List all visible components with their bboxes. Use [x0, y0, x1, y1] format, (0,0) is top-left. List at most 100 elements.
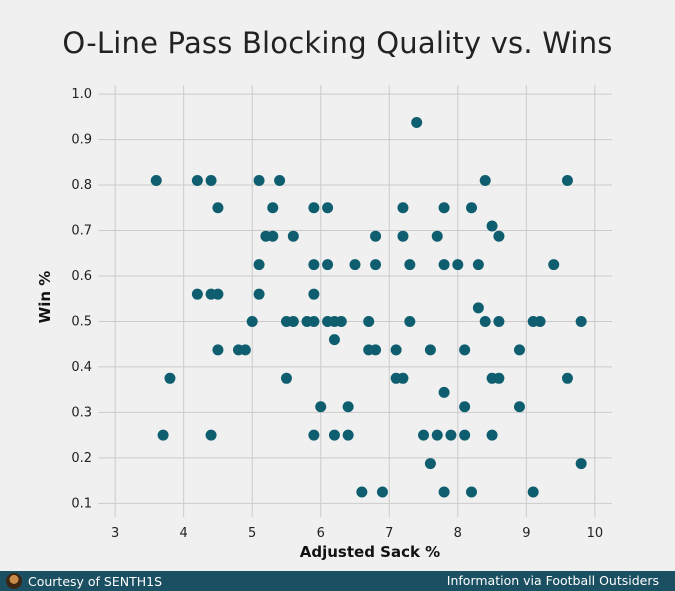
data-point	[472, 259, 484, 271]
data-point	[274, 174, 286, 186]
data-point	[205, 174, 217, 186]
data-point	[459, 429, 471, 441]
data-point	[424, 344, 436, 356]
y-tick-labels: 0.1 0.2 0.3 0.4 0.5 0.6 0.7 0.8 0.9 1.0	[71, 87, 92, 511]
data-point	[150, 174, 162, 186]
data-point	[308, 315, 320, 327]
data-point	[575, 458, 587, 470]
data-point	[397, 202, 409, 214]
data-point	[397, 372, 409, 384]
y-axis-label: Win %	[36, 271, 54, 324]
data-point	[438, 386, 450, 398]
data-point	[404, 315, 416, 327]
data-point	[527, 486, 539, 498]
data-point	[267, 202, 279, 214]
data-point	[287, 230, 299, 242]
data-point	[548, 259, 560, 271]
data-point	[322, 259, 334, 271]
data-point	[534, 315, 546, 327]
data-point	[472, 302, 484, 314]
data-point	[486, 429, 498, 441]
data-point	[280, 372, 292, 384]
data-point	[479, 174, 491, 186]
data-point	[493, 372, 505, 384]
data-point	[308, 288, 320, 300]
y-tick-label: 0.3	[71, 405, 92, 420]
grid-lines	[98, 85, 612, 517]
data-point	[390, 344, 402, 356]
data-point	[411, 117, 423, 129]
data-point	[315, 401, 327, 413]
data-point	[431, 429, 443, 441]
x-tick-label: 10	[587, 526, 604, 541]
y-tick-label: 0.1	[71, 496, 92, 511]
data-point	[404, 259, 416, 271]
x-tick-label: 9	[522, 526, 530, 541]
data-point	[239, 344, 251, 356]
x-tick-label: 6	[317, 526, 325, 541]
data-point	[438, 202, 450, 214]
y-tick-label: 0.2	[71, 451, 92, 466]
data-point	[363, 315, 375, 327]
footer-bar: Courtesy of SENTH1S Information via Foot…	[0, 571, 675, 591]
y-tick-label: 0.6	[71, 269, 92, 284]
data-point	[287, 315, 299, 327]
data-point	[561, 372, 573, 384]
data-point	[322, 202, 334, 214]
data-point	[308, 429, 320, 441]
x-tick-label: 5	[248, 526, 256, 541]
avatar-icon	[6, 573, 22, 589]
data-point	[191, 174, 203, 186]
data-point	[466, 486, 478, 498]
x-axis-label: Adjusted Sack %	[300, 543, 440, 561]
data-point	[212, 344, 224, 356]
data-point	[212, 288, 224, 300]
footer-source-text: Information via Football Outsiders	[446, 573, 659, 588]
data-point	[356, 486, 368, 498]
scatter-plot: 3 4 5 6 7 8 9 10 0.1 0.2 0.3 0.4 0.5 0.6 0.7 0.8 0.9 1.0…	[36, 85, 612, 561]
data-point	[246, 315, 258, 327]
data-point	[370, 230, 382, 242]
data-point	[424, 458, 436, 470]
footer-credit: Courtesy of SENTH1S	[6, 573, 162, 589]
x-tick-label: 3	[111, 526, 119, 541]
data-point	[561, 174, 573, 186]
data-point	[486, 220, 498, 232]
data-point	[493, 315, 505, 327]
data-point	[308, 202, 320, 214]
data-point	[466, 202, 478, 214]
chart-title: O-Line Pass Blocking Quality vs. Wins	[62, 26, 613, 60]
data-point	[308, 259, 320, 271]
data-point	[370, 344, 382, 356]
data-point	[157, 429, 169, 441]
data-point	[205, 429, 217, 441]
data-point	[212, 202, 224, 214]
data-point	[342, 401, 354, 413]
y-tick-label: 0.4	[71, 360, 92, 375]
x-tick-label: 8	[454, 526, 462, 541]
data-points	[150, 117, 587, 498]
data-point	[575, 315, 587, 327]
data-point	[253, 259, 265, 271]
data-point	[459, 344, 471, 356]
data-point	[349, 259, 361, 271]
data-point	[418, 429, 430, 441]
data-point	[328, 334, 340, 346]
data-point	[513, 401, 525, 413]
y-tick-label: 1.0	[71, 87, 92, 102]
data-point	[445, 429, 457, 441]
data-point	[191, 288, 203, 300]
y-tick-label: 0.9	[71, 133, 92, 148]
data-point	[431, 230, 443, 242]
data-point	[479, 315, 491, 327]
y-tick-label: 0.8	[71, 178, 92, 193]
data-point	[376, 486, 388, 498]
data-point	[164, 372, 176, 384]
data-point	[253, 174, 265, 186]
data-point	[513, 344, 525, 356]
data-point	[253, 288, 265, 300]
data-point	[342, 429, 354, 441]
data-point	[452, 259, 464, 271]
data-point	[438, 486, 450, 498]
data-point	[493, 230, 505, 242]
